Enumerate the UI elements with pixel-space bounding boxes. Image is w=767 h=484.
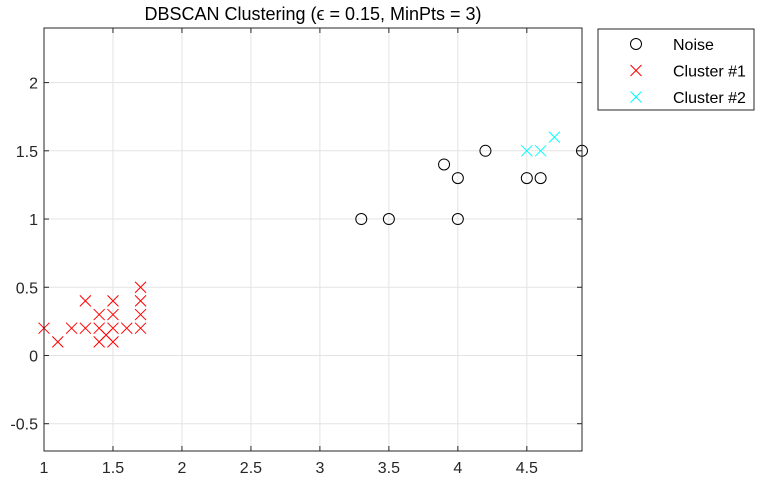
y-tick-label: 0 bbox=[29, 348, 38, 365]
x-tick-label: 3 bbox=[315, 460, 324, 477]
legend-label: Noise bbox=[673, 37, 714, 54]
data-point bbox=[107, 308, 119, 321]
data-point bbox=[382, 213, 395, 226]
x-tick-label: 2 bbox=[177, 460, 186, 477]
series-cluster-2 bbox=[520, 131, 561, 157]
legend-marker bbox=[630, 64, 642, 77]
data-point bbox=[134, 308, 147, 321]
data-point bbox=[479, 144, 492, 157]
chart-title: DBSCAN Clustering (ϵ = 0.15, MinPts = 3) bbox=[144, 4, 481, 24]
data-point bbox=[65, 322, 78, 335]
legend-marker bbox=[630, 91, 642, 103]
data-point bbox=[451, 213, 464, 226]
data-point bbox=[355, 213, 368, 226]
data-point bbox=[534, 144, 547, 157]
data-point bbox=[134, 295, 147, 307]
grid-lines bbox=[43, 28, 582, 451]
axis-ticks: 1 1.5 2 2.5 3 3.5 4 4.5 -0.5 0 0.5 1 1.5 2 bbox=[10, 28, 582, 477]
data-point bbox=[120, 322, 133, 335]
legend-marker bbox=[630, 38, 642, 50]
x-tick-label: 1 bbox=[40, 460, 49, 477]
y-tick-label: -0.5 bbox=[10, 417, 38, 434]
data-point bbox=[51, 335, 64, 348]
series-noise bbox=[355, 144, 588, 226]
data-point bbox=[451, 172, 464, 185]
x-tick-label: 4.5 bbox=[516, 460, 538, 477]
x-tick-label: 4 bbox=[453, 460, 462, 477]
legend: Noise Cluster #1 Cluster #2 bbox=[597, 28, 755, 111]
y-tick-label: 1.5 bbox=[16, 144, 38, 161]
data-point bbox=[548, 131, 561, 144]
y-tick-label: 1 bbox=[29, 212, 38, 229]
legend-label: Cluster #1 bbox=[673, 64, 746, 81]
x-tick-label: 2.5 bbox=[240, 460, 262, 477]
data-point bbox=[134, 281, 147, 294]
legend-label: Cluster #2 bbox=[673, 90, 746, 107]
data-point bbox=[79, 322, 92, 335]
data-point bbox=[520, 172, 533, 185]
data-point bbox=[93, 308, 106, 321]
y-tick-label: 2 bbox=[29, 76, 38, 93]
x-tick-label: 3.5 bbox=[378, 460, 400, 477]
data-point bbox=[107, 295, 119, 307]
data-point bbox=[107, 322, 119, 335]
data-point bbox=[534, 172, 547, 185]
legend-box bbox=[597, 28, 755, 111]
y-tick-label: 0.5 bbox=[16, 280, 38, 297]
plot-area-frame bbox=[43, 27, 583, 452]
data-point bbox=[79, 295, 92, 307]
data-point bbox=[520, 144, 533, 157]
data-point bbox=[438, 158, 451, 171]
data-series bbox=[38, 131, 588, 348]
data-point bbox=[107, 335, 119, 348]
series-cluster-1 bbox=[38, 281, 147, 348]
x-tick-label: 1.5 bbox=[102, 460, 124, 477]
data-point bbox=[134, 322, 147, 335]
